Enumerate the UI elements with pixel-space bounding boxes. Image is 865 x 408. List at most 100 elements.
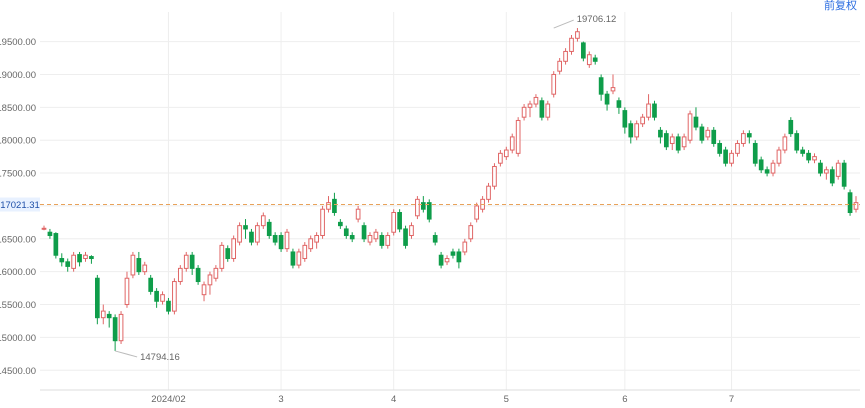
candle[interactable] (741, 130, 746, 147)
candle[interactable] (219, 242, 225, 272)
candle[interactable] (669, 133, 675, 151)
candle[interactable] (693, 107, 699, 131)
candle[interactable] (604, 90, 610, 111)
candle[interactable] (557, 58, 562, 75)
candle[interactable] (794, 130, 800, 154)
candle[interactable] (47, 228, 53, 239)
candle[interactable] (486, 182, 491, 203)
candle[interactable] (77, 251, 82, 267)
candle[interactable] (308, 235, 314, 252)
candle[interactable] (83, 251, 88, 262)
candle[interactable] (829, 166, 835, 187)
candle[interactable] (260, 212, 266, 229)
candle[interactable] (729, 150, 734, 167)
candle[interactable] (675, 133, 681, 154)
candle[interactable] (225, 245, 231, 262)
candle[interactable] (349, 232, 355, 243)
candle[interactable] (711, 127, 717, 147)
candle[interactable] (41, 225, 47, 231)
candle[interactable] (847, 189, 853, 216)
candle[interactable] (397, 209, 402, 233)
candle[interactable] (474, 202, 480, 223)
candle[interactable] (800, 146, 805, 157)
candle[interactable] (361, 222, 367, 243)
candle[interactable] (646, 94, 651, 121)
candle[interactable] (314, 232, 319, 249)
candle[interactable] (634, 120, 640, 141)
candle[interactable] (106, 311, 112, 328)
candle[interactable] (450, 248, 456, 259)
candle[interactable] (136, 251, 142, 275)
candle[interactable] (237, 222, 242, 246)
candle[interactable] (616, 97, 622, 114)
candle[interactable] (824, 166, 829, 180)
candle[interactable] (296, 248, 302, 269)
candle[interactable] (723, 146, 728, 167)
candle[interactable] (770, 159, 776, 177)
candle[interactable] (586, 51, 592, 68)
candle[interactable] (112, 314, 118, 351)
candle[interactable] (343, 225, 349, 239)
candle[interactable] (130, 251, 136, 279)
candle[interactable] (53, 232, 59, 259)
candle[interactable] (142, 261, 148, 275)
candle[interactable] (575, 28, 580, 42)
candle[interactable] (515, 117, 521, 157)
candle[interactable] (426, 199, 432, 223)
candle[interactable] (432, 232, 438, 246)
candle[interactable] (95, 274, 100, 325)
candle[interactable] (598, 74, 604, 101)
candle[interactable] (415, 196, 420, 220)
candle[interactable] (409, 222, 414, 239)
candle[interactable] (320, 205, 325, 239)
candle[interactable] (166, 297, 171, 315)
candle[interactable] (154, 288, 159, 308)
candle[interactable] (172, 278, 177, 315)
candle[interactable] (640, 113, 645, 128)
candle[interactable] (758, 156, 764, 174)
candle[interactable] (812, 153, 817, 164)
candle[interactable] (373, 228, 379, 243)
candle[interactable] (391, 209, 397, 236)
candle[interactable] (266, 219, 272, 239)
candle[interactable] (278, 232, 284, 252)
candle-series[interactable] (41, 28, 859, 351)
candle[interactable] (456, 248, 462, 269)
candle[interactable] (806, 150, 811, 164)
candle[interactable] (498, 150, 503, 167)
candle[interactable] (438, 251, 444, 269)
candle[interactable] (628, 120, 634, 144)
candle[interactable] (302, 242, 308, 262)
candle[interactable] (189, 251, 195, 275)
candle[interactable] (89, 255, 94, 264)
candle[interactable] (124, 271, 130, 308)
candle[interactable] (835, 159, 841, 180)
candle[interactable] (788, 117, 794, 137)
candle[interactable] (539, 97, 545, 121)
candle[interactable] (681, 133, 687, 151)
candle[interactable] (444, 255, 450, 266)
candle[interactable] (717, 140, 723, 157)
candle[interactable] (100, 304, 106, 325)
candle[interactable] (160, 291, 165, 305)
candle[interactable] (403, 225, 408, 249)
candle[interactable] (699, 123, 705, 144)
candle[interactable] (735, 140, 740, 157)
candle[interactable] (658, 127, 663, 144)
candle[interactable] (462, 238, 468, 256)
candle[interactable] (545, 100, 551, 121)
candle[interactable] (503, 146, 509, 160)
candle[interactable] (581, 41, 586, 62)
candle[interactable] (622, 107, 628, 134)
candle[interactable] (509, 133, 515, 154)
candle[interactable] (492, 163, 497, 190)
candle[interactable] (148, 274, 154, 295)
candle[interactable] (533, 94, 539, 108)
candle[interactable] (195, 265, 201, 285)
candle[interactable] (367, 232, 373, 246)
candle[interactable] (272, 232, 278, 246)
candle[interactable] (705, 127, 711, 141)
adjust-mode-toggle[interactable]: 前复权 (824, 0, 857, 12)
